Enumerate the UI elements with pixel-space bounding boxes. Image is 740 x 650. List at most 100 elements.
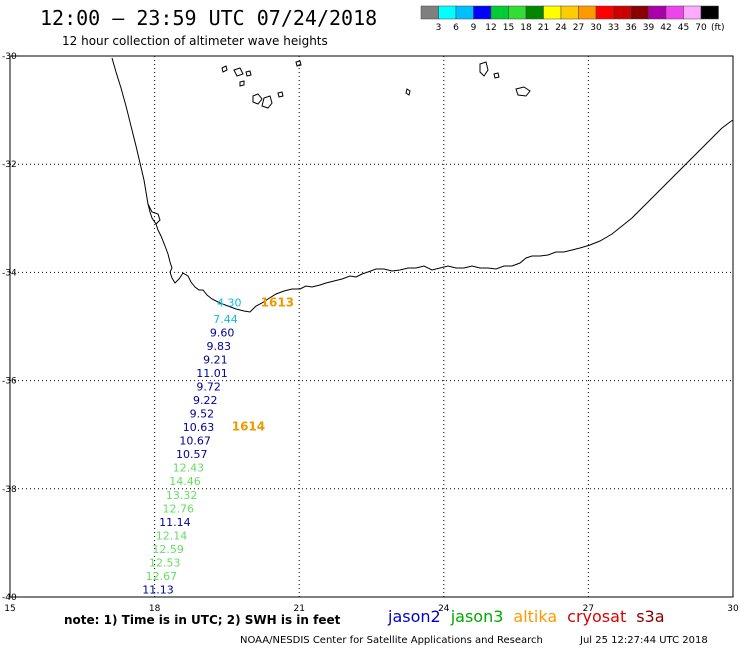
legend-swatch (683, 5, 702, 20)
legend-swatch (595, 5, 614, 20)
wave-height-value: 9.83 (206, 340, 231, 353)
wave-height-value: 11.13 (142, 583, 174, 596)
legend-label: 27 (573, 23, 584, 33)
longitude-label: 15 (4, 604, 15, 614)
satellite-name: altika (513, 607, 558, 626)
latitude-label: -32 (2, 160, 17, 170)
legend-swatch (665, 5, 684, 20)
satellite-name: jason3 (450, 607, 504, 626)
wave-height-value: 12.67 (146, 570, 178, 583)
coastline (111, 57, 734, 313)
pass-time-labels: 1613 1614 (232, 296, 294, 434)
legend-swatch (543, 5, 562, 20)
pass-time-label: 1613 (261, 296, 294, 310)
island-3 (245, 70, 252, 77)
legend-swatch (700, 5, 719, 20)
wave-height-value: 11.14 (159, 516, 191, 529)
wave-height-value: 13.32 (166, 489, 198, 502)
wave-height-value: 12.14 (156, 529, 188, 542)
island-1 (221, 65, 228, 73)
island-11 (405, 88, 411, 96)
legend-unit: (ft) (711, 23, 725, 33)
graticule (10, 56, 733, 597)
island-7 (277, 91, 284, 98)
island-4 (239, 80, 245, 87)
island-6 (261, 95, 273, 109)
chart-title: 12:00 – 23:59 UTC 07/24/2018 (40, 6, 378, 30)
legend-swatch (420, 5, 439, 20)
pass-time-label: 1614 (232, 420, 265, 434)
wave-height-value: 9.21 (203, 354, 228, 367)
longitude-label: 18 (149, 604, 161, 614)
legend-swatch (525, 5, 544, 20)
legend-label: 70 (695, 23, 707, 33)
legend-label: 24 (555, 23, 567, 33)
wave-height-value: 7.44 (213, 313, 238, 326)
latitude-label: -40 (2, 593, 17, 603)
island-9 (479, 61, 489, 77)
longitude-label: 24 (438, 604, 450, 614)
wave-height-value: 10.67 (179, 435, 211, 448)
legend-swatch (438, 5, 457, 20)
legend-swatch (613, 5, 632, 20)
legend-label: 45 (678, 23, 689, 33)
wave-height-value: 12.59 (152, 543, 184, 556)
legend-label: 21 (538, 23, 549, 33)
wave-height-value: 9.22 (193, 394, 218, 407)
longitude-label: 21 (293, 604, 304, 614)
satellite-legend: jason2 jason3 altika cryosat s3a (388, 607, 675, 626)
island-12 (515, 86, 531, 97)
legend-label: 9 (471, 23, 477, 33)
satellite-name: s3a (636, 607, 665, 626)
satellite-name: cryosat (567, 607, 627, 626)
footer-note: note: 1) Time is in UTC; 2) SWH is in fe… (64, 613, 341, 627)
wave-height-value: 11.01 (196, 367, 228, 380)
legend-swatch (490, 5, 509, 20)
latitude-label: -30 (2, 52, 17, 62)
island-8 (295, 60, 302, 67)
wave-height-value: 10.57 (176, 448, 208, 461)
island-5 (252, 93, 263, 105)
color-legend: 3 6 9 12 15 18 21 24 27 30 33 36 39 42 45 70 (ft) (420, 5, 725, 33)
legend-label: 36 (625, 23, 637, 33)
chart-subtitle: 12 hour collection of altimeter wave hei… (62, 34, 328, 48)
wave-height-value: 9.60 (210, 326, 235, 339)
island-2 (233, 67, 244, 77)
map-frame (9, 55, 734, 598)
legend-label: 12 (485, 23, 496, 33)
legend-label: 30 (590, 23, 602, 33)
legend-swatch (560, 5, 579, 20)
legend-label: 3 (436, 23, 442, 33)
wave-height-value: 14.46 (169, 475, 201, 488)
wave-height-value: 4.30 (217, 297, 242, 310)
footer-credit: NOAA/NESDIS Center for Satellite Applica… (240, 635, 543, 646)
legend-swatch (648, 5, 667, 20)
wave-height-value: 9.52 (190, 408, 215, 421)
longitude-label: 30 (727, 604, 739, 614)
legend-label: 39 (643, 23, 655, 33)
wave-height-value: 9.72 (196, 381, 221, 394)
satellite-name: jason2 (388, 607, 441, 626)
island-10 (493, 72, 500, 79)
wave-height-value: 12.76 (162, 502, 194, 515)
legend-swatch (455, 5, 474, 20)
legend-label: 18 (520, 23, 532, 33)
longitude-labels: 15 18 21 24 27 30 (4, 604, 739, 614)
south-africa-coastline (111, 57, 734, 313)
legend-label: 42 (660, 23, 671, 33)
longitude-label: 27 (583, 604, 594, 614)
legend-label: 33 (608, 23, 619, 33)
latitude-label: -38 (2, 485, 17, 495)
legend-swatch (508, 5, 527, 20)
latitude-label: -34 (2, 268, 17, 278)
saldanha-inlet (147, 203, 161, 225)
legend-swatch (578, 5, 597, 20)
footer-timestamp: Jul 25 12:27:44 UTC 2018 (580, 635, 708, 646)
legend-swatch (473, 5, 492, 20)
wave-height-value: 12.53 (149, 556, 181, 569)
legend-swatch (630, 5, 649, 20)
latitude-label: -36 (2, 377, 17, 387)
legend-label: 6 (453, 23, 459, 33)
